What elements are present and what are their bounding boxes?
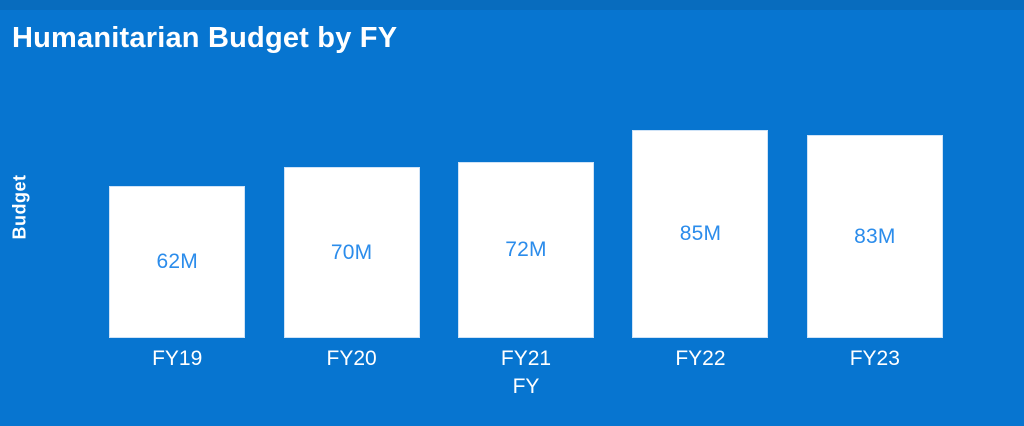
bar-slot: 70M [264,100,438,338]
bar-slot: 62M [90,100,264,338]
x-tick-fy21: FY21 [500,347,552,370]
plot-area: 62M 70M 72M 85M 83M [90,100,962,338]
bar-value-label: 85M [679,222,722,245]
bar-fy22[interactable]: 85M [632,130,769,338]
x-tick-fy23: FY23 [849,347,900,370]
bar-value-label: 72M [505,238,547,261]
bar-fy21[interactable]: 72M [458,162,595,338]
bar-slot: 83M [788,100,962,338]
bar-fy20[interactable]: 70M [283,167,420,338]
x-tick-fy22: FY22 [675,347,726,370]
chart-title: Humanitarian Budget by FY [12,22,398,54]
x-axis-label: FY [512,375,540,398]
bar-value-label: 83M [854,224,896,248]
bar-fy19[interactable]: 62M [109,186,246,338]
bar-value-label: 62M [156,250,198,273]
top-strip [0,0,1024,10]
y-axis-label: Budget [9,174,30,240]
x-tick-fy19: FY19 [152,347,203,370]
bar-fy23[interactable]: 83M [806,135,943,338]
bar-value-label: 70M [330,240,373,264]
x-tick-fy20: FY20 [326,347,377,370]
bar-slot: 85M [613,100,787,338]
bar-slot: 72M [439,100,613,338]
x-axis-ticks: FY19 FY20 FY21 FY22 FY23 [90,346,962,372]
